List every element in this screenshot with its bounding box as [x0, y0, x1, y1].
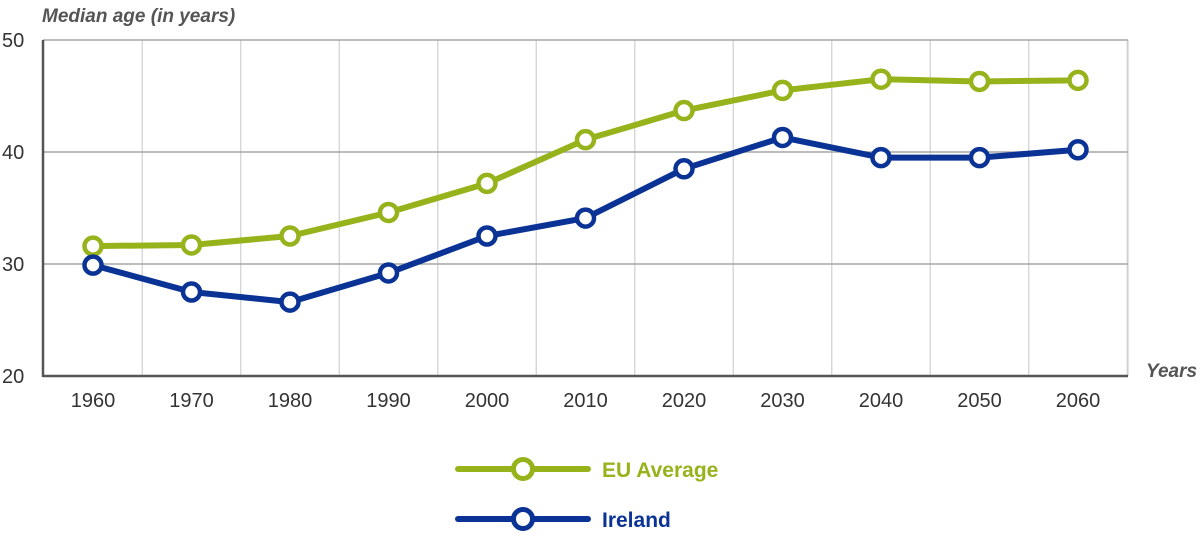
- data-point[interactable]: [771, 79, 794, 102]
- legend-label: Ireland: [602, 509, 671, 532]
- x-axis-title: Years: [1146, 361, 1197, 382]
- data-point[interactable]: [574, 207, 597, 229]
- data-point[interactable]: [968, 146, 991, 169]
- x-tick-label: 2060: [1056, 390, 1101, 412]
- legend-item: EU Average: [455, 457, 718, 482]
- data-point[interactable]: [968, 70, 991, 93]
- data-point[interactable]: [82, 254, 104, 276]
- data-point[interactable]: [1067, 69, 1089, 92]
- data-point[interactable]: [82, 235, 104, 257]
- legend: EU Average Ireland: [455, 457, 718, 532]
- data-point[interactable]: [870, 146, 892, 169]
- y-tick-label: 20: [2, 366, 24, 388]
- data-point[interactable]: [279, 225, 301, 247]
- x-tick-label: 2000: [465, 390, 510, 412]
- x-tick-label: 2020: [662, 390, 707, 412]
- x-tick-label: 2040: [859, 390, 904, 412]
- data-point[interactable]: [377, 262, 400, 284]
- x-tick-label: 2050: [957, 390, 1002, 412]
- x-tick-label: 1980: [268, 390, 313, 412]
- legend-swatch-marker: [511, 457, 535, 481]
- data-point[interactable]: [180, 234, 203, 256]
- x-tick-label: 1970: [169, 390, 214, 412]
- data-point[interactable]: [771, 126, 794, 149]
- data-point[interactable]: [673, 99, 695, 122]
- x-tick-label: 1960: [71, 390, 116, 412]
- data-point[interactable]: [476, 225, 498, 247]
- y-axis-title: Median age (in years): [42, 6, 235, 27]
- series-ireland: [82, 126, 1089, 313]
- legend-item: Ireland: [455, 507, 671, 532]
- data-point[interactable]: [377, 201, 400, 224]
- x-tick-label: 1990: [366, 390, 411, 412]
- x-tick-label: 2030: [760, 390, 805, 412]
- data-point[interactable]: [1067, 139, 1089, 161]
- grid: [43, 39, 1129, 376]
- data-point[interactable]: [279, 291, 301, 313]
- x-tick-label: 2010: [563, 390, 608, 412]
- data-point[interactable]: [180, 281, 203, 303]
- data-point[interactable]: [476, 172, 498, 195]
- series-group: [82, 68, 1089, 313]
- data-point[interactable]: [870, 68, 892, 90]
- data-point[interactable]: [673, 158, 695, 180]
- legend-swatch-marker: [511, 507, 535, 531]
- data-point[interactable]: [574, 128, 597, 151]
- legend-label: EU Average: [602, 459, 718, 482]
- y-tick-label: 40: [2, 142, 24, 164]
- y-tick-label: 50: [2, 30, 24, 52]
- series-eu-average: [82, 68, 1089, 257]
- y-tick-label: 30: [2, 254, 24, 276]
